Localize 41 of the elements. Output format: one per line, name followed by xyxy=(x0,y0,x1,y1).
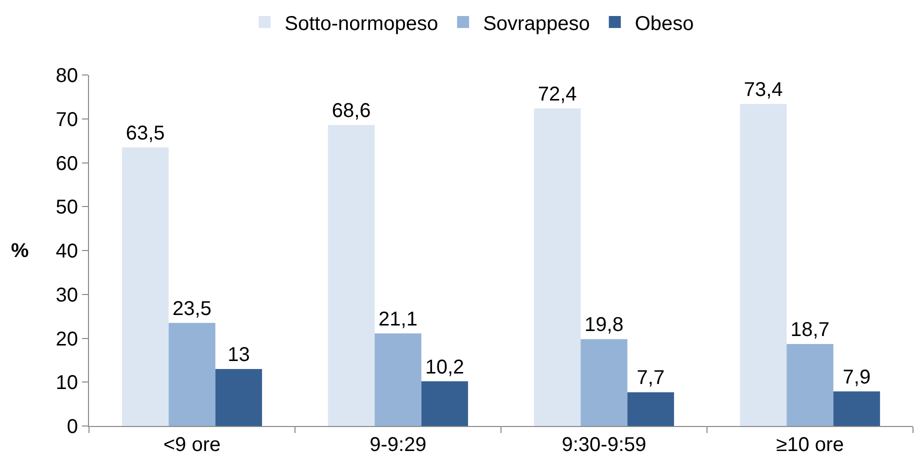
data-label: 18,7 xyxy=(790,318,830,341)
y-tick-label: 20 xyxy=(56,328,78,350)
bar xyxy=(627,392,674,426)
data-label: 21,1 xyxy=(378,308,418,330)
data-label: 73,4 xyxy=(744,78,783,101)
y-axis-title: % xyxy=(11,240,29,262)
bar xyxy=(833,391,880,426)
legend-label: Sotto-normopeso xyxy=(284,12,438,35)
bar xyxy=(328,125,375,426)
bar xyxy=(786,344,834,426)
legend-label: Obeso xyxy=(634,12,694,35)
data-label: 7,7 xyxy=(636,367,665,390)
y-tick-label: 30 xyxy=(56,284,78,306)
x-tick-label: 9-9:29 xyxy=(370,434,426,456)
bar xyxy=(534,108,581,426)
data-label: 7,9 xyxy=(842,366,871,388)
x-tick-label: ≥10 ore xyxy=(776,434,844,456)
data-label: 10,2 xyxy=(425,356,464,378)
y-tick-label: 0 xyxy=(66,416,78,438)
bar xyxy=(580,339,628,426)
bar xyxy=(215,368,262,426)
bar xyxy=(122,147,169,426)
data-label: 23,5 xyxy=(172,298,212,320)
x-tick-label: 9:30-9:59 xyxy=(562,434,646,456)
data-label: 68,6 xyxy=(332,100,371,122)
data-label: 72,4 xyxy=(538,83,577,106)
y-tick-label: 70 xyxy=(56,108,78,131)
bar xyxy=(168,322,216,426)
y-tick-label: 50 xyxy=(56,196,78,219)
data-label: 63,5 xyxy=(126,122,165,144)
data-label: 13 xyxy=(228,344,250,366)
y-tick-label: 60 xyxy=(56,152,78,175)
legend-label: Sovrappeso xyxy=(483,12,590,35)
bar xyxy=(740,104,787,426)
y-tick-label: 10 xyxy=(56,372,78,394)
bar xyxy=(374,333,422,426)
x-tick-label: <9 ore xyxy=(163,434,221,456)
y-tick-label: 40 xyxy=(56,240,78,262)
data-label: 19,8 xyxy=(584,314,624,336)
y-tick-label: 80 xyxy=(56,65,78,87)
bar xyxy=(421,381,468,426)
